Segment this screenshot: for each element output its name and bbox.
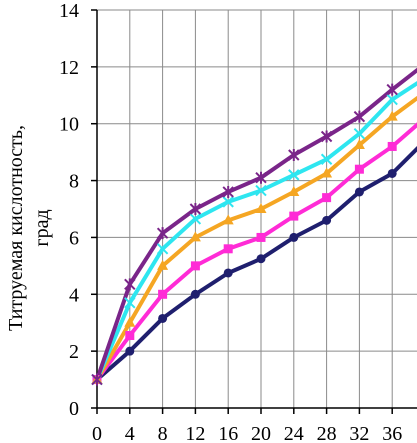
series-1-point	[125, 346, 135, 356]
series-5-point	[255, 171, 267, 184]
series-5-point	[91, 373, 103, 386]
y-tick-label: 0	[69, 398, 79, 420]
series-3-point	[124, 316, 136, 327]
series-3-point	[157, 259, 169, 270]
series-4-point	[255, 184, 267, 197]
series-3-point	[288, 185, 300, 196]
series-group	[91, 67, 417, 386]
series-5-point	[288, 148, 300, 161]
series-5-point	[320, 130, 333, 143]
x-tick-label: 16	[218, 423, 238, 443]
series-4-point	[353, 127, 366, 140]
series-1-point	[256, 254, 266, 264]
series-4-point	[386, 93, 398, 106]
y-tick-label: 4	[69, 284, 79, 306]
series-4-point	[189, 213, 202, 225]
series-2-point	[223, 244, 233, 254]
y-tick-label: 2	[69, 341, 79, 363]
series-1-point	[190, 289, 200, 299]
series-line-5	[95, 67, 417, 381]
series-1-point	[158, 313, 168, 323]
x-tick-label: 32	[349, 423, 369, 443]
series-3-point	[255, 203, 267, 213]
x-tick-label: 36	[382, 423, 402, 443]
axes	[91, 9, 417, 414]
series-1-point	[322, 215, 332, 225]
series-5-point	[353, 110, 366, 123]
y-tick-label: 12	[59, 57, 79, 79]
series-5-point	[124, 278, 136, 291]
series-2-point	[125, 331, 135, 341]
series-5-point	[189, 203, 202, 215]
y-axis-label-line1: Титруемая кислотность,	[5, 125, 27, 331]
series-1-point	[223, 268, 233, 278]
series-2-point	[322, 193, 332, 203]
x-tick-label: 0	[92, 423, 102, 443]
x-tick-label: 28	[317, 423, 337, 443]
series-2-point	[387, 141, 397, 151]
series-2-point	[190, 261, 200, 271]
y-tick-label: 8	[69, 171, 79, 193]
x-tick-label: 24	[284, 423, 304, 443]
y-tick-label: 6	[69, 227, 79, 249]
series-2-point	[289, 211, 299, 221]
tick-labels: 02468101214048121620242832364	[59, 0, 402, 443]
series-1-point	[387, 168, 397, 178]
x-tick-label: 20	[251, 423, 271, 443]
x-tick-label: 12	[185, 423, 205, 443]
y-tick-label: 14	[59, 0, 79, 22]
series-3-point	[386, 110, 398, 121]
series-2-point	[354, 164, 364, 174]
series-4-point	[320, 153, 333, 165]
series-4-point	[222, 196, 234, 208]
y-tick-label: 10	[59, 114, 79, 136]
series-4-point	[156, 243, 169, 255]
series-4-point	[124, 297, 136, 309]
series-5-point	[156, 227, 169, 240]
series-3-point	[353, 139, 365, 150]
series-5-point	[222, 185, 234, 198]
x-tick-label: 4	[125, 423, 135, 443]
series-1-point	[354, 187, 364, 197]
series-2-point	[158, 289, 168, 299]
grid	[97, 9, 417, 408]
series-3-point	[189, 231, 201, 242]
series-line-2	[95, 122, 417, 381]
x-tick-label: 8	[158, 423, 168, 443]
series-1-point	[289, 232, 299, 242]
series-3-point	[321, 167, 333, 178]
series-4-point	[288, 169, 300, 181]
series-5-point	[386, 83, 398, 96]
y-axis-label-line2: град	[31, 209, 53, 246]
series-3-point	[222, 214, 234, 225]
series-2-point	[256, 232, 266, 242]
